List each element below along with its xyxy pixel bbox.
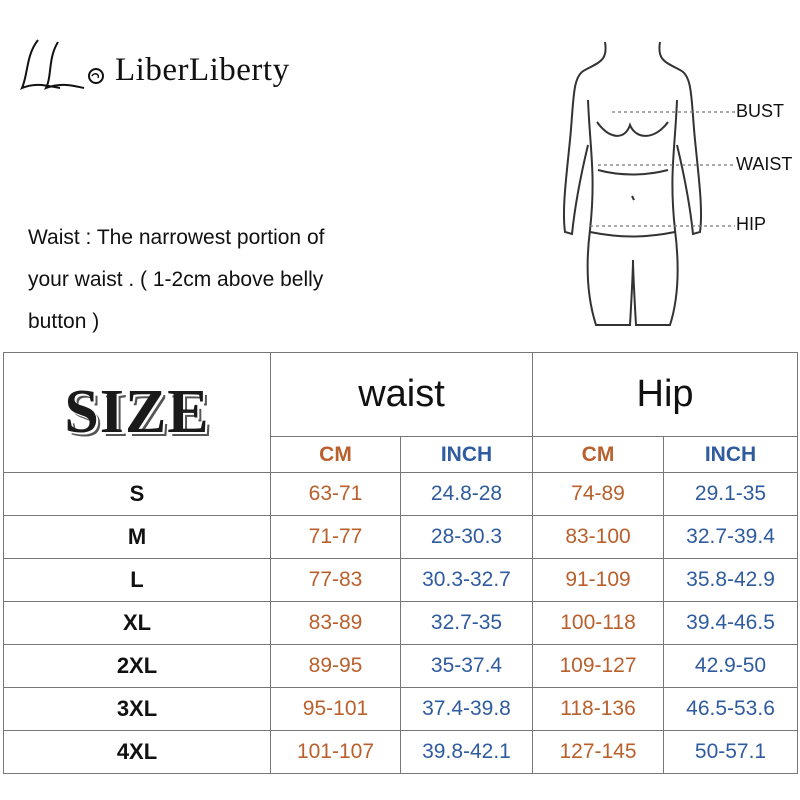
measure-cell: 101-107 (270, 730, 401, 774)
measure-cell: 32.7-39.4 (663, 515, 799, 559)
size-row: 2XL 89-95 35-37.4 109-127 42.9-50 (3, 644, 799, 688)
figure-label: BUST (736, 101, 785, 121)
note-line: Waist : The narrowest portion of (28, 226, 325, 249)
unit-header: CM (532, 436, 665, 473)
measure-cell: 89-95 (270, 644, 401, 688)
measure-cell: 30.3-32.7 (399, 558, 534, 602)
size-row: XL 83-89 32.7-35 100-118 39.4-46.5 (3, 601, 799, 645)
note-line: button ) (28, 310, 100, 333)
measure-cell: 28-30.3 (399, 515, 534, 559)
size-label: 2XL (3, 644, 271, 688)
measure-cell: 91-109 (532, 558, 665, 602)
measure-cell: 100-118 (532, 601, 665, 645)
measure-cell: 50-57.1 (663, 730, 799, 774)
measure-cell: 77-83 (270, 558, 401, 602)
size-row: M 71-77 28-30.3 83-100 32.7-39.4 (3, 515, 799, 559)
brand: LiberLiberty (115, 52, 290, 88)
group-header: waist (269, 352, 534, 437)
size-row: 4XL 101-107 39.8-42.1 127-145 50-57.1 (3, 730, 799, 774)
size-label: M (3, 515, 271, 559)
size-label: XL (3, 601, 271, 645)
measure-cell: 83-89 (270, 601, 401, 645)
measure-cell: 35.8-42.9 (663, 558, 799, 602)
measure-cell: 83-100 (532, 515, 665, 559)
size-row: S 63-71 24.8-28 74-89 29.1-35 (3, 472, 799, 516)
size-label: 4XL (3, 730, 271, 774)
size-row: 3XL 95-101 37.4-39.8 118-136 46.5-53.6 (3, 687, 799, 731)
measure-cell: 24.8-28 (399, 472, 534, 516)
size-row: L 77-83 30.3-32.7 91-109 35.8-42.9 (3, 558, 799, 602)
size-table: SIZE waist Hip CM INCH CM INCH S 63-71 24.8-2… (3, 352, 799, 774)
unit-header: INCH (399, 436, 534, 473)
body-figure (562, 41, 735, 326)
note: Waist : The narrowest portion of your wa… (28, 222, 324, 348)
measure-cell: 29.1-35 (663, 472, 799, 516)
measure-cell: 63-71 (270, 472, 401, 516)
logo-mark (20, 39, 104, 90)
measure-cell: 39.8-42.1 (399, 730, 534, 774)
measure-cell: 74-89 (532, 472, 665, 516)
measure-cell: 127-145 (532, 730, 665, 774)
corner-header: SIZE (3, 352, 271, 473)
figure-label: WAIST (736, 154, 793, 174)
note-line: your waist . ( 1-2cm above belly (28, 268, 324, 291)
unit-header: INCH (663, 436, 799, 473)
measure-cell: 118-136 (532, 687, 665, 731)
measure-cell: 42.9-50 (663, 644, 799, 688)
size-label: S (3, 472, 271, 516)
size-label: L (3, 558, 271, 602)
measure-cell: 46.5-53.6 (663, 687, 799, 731)
measure-cell: 32.7-35 (399, 601, 534, 645)
measure-cell: 35-37.4 (399, 644, 534, 688)
group-header: Hip (532, 352, 799, 437)
figure-label: HIP (736, 214, 767, 234)
measure-cell: 109-127 (532, 644, 665, 688)
size-label: 3XL (3, 687, 271, 731)
unit-header: CM (270, 436, 401, 473)
measure-cell: 71-77 (270, 515, 401, 559)
measure-cell: 39.4-46.5 (663, 601, 799, 645)
measure-cell: 95-101 (270, 687, 401, 731)
measure-cell: 37.4-39.8 (399, 687, 534, 731)
